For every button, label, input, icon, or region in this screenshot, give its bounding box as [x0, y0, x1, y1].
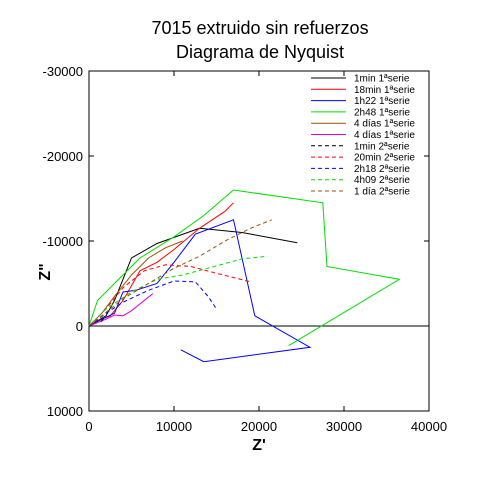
legend-label-1: 1min 1ªserie	[354, 74, 410, 85]
legend-label-10: 4h09 2ªserie	[354, 175, 410, 186]
legend-label-5: 4 días 1ªserie	[354, 119, 415, 130]
legend-label-6: 4 días 1ªserie	[354, 130, 415, 141]
y-axis-label: Z"	[37, 263, 54, 280]
series-line-6	[88, 293, 154, 327]
chart-subtitle: Diagrama de Nyquist	[176, 42, 344, 62]
legend-label-2: 18min 1ªserie	[354, 85, 415, 96]
series-line-4	[88, 189, 401, 347]
y-axis: -30000 -20000 -10000 0 10000	[43, 64, 429, 419]
x-tick-label: 10000	[156, 419, 192, 434]
x-axis: 0 10000 20000 30000 40000	[85, 71, 447, 434]
x-tick-label: 40000	[411, 419, 447, 434]
series-line-9	[88, 280, 217, 327]
series-line-5	[88, 240, 183, 327]
x-axis-label: Z'	[252, 437, 266, 454]
series-line-8	[88, 264, 251, 327]
y-tick-label: 10000	[47, 404, 83, 419]
series-line-10	[88, 255, 268, 327]
legend-label-8: 20min 2ªserie	[354, 153, 415, 164]
y-tick-label: -20000	[43, 149, 83, 164]
y-tick-label: -10000	[43, 234, 83, 249]
series-layer	[88, 189, 401, 363]
legend-label-7: 1min 2ªserie	[354, 141, 410, 152]
legend-label-9: 2h18 2ªserie	[354, 164, 410, 175]
y-tick-label: 0	[76, 319, 83, 334]
x-tick-label: 20000	[241, 419, 277, 434]
legend-label-3: 1h22 1ªserie	[354, 96, 410, 107]
x-tick-label: 0	[85, 419, 92, 434]
chart-title: 7015 extruido sin refuerzos	[151, 18, 368, 38]
series-line-11	[88, 219, 272, 327]
legend-label-11: 1 día 2ªserie	[354, 187, 410, 198]
legend-label-4: 2h48 1ªserie	[354, 107, 410, 118]
x-tick-label: 30000	[326, 419, 362, 434]
y-tick-label: -30000	[43, 64, 83, 79]
series-line-3	[88, 219, 312, 363]
